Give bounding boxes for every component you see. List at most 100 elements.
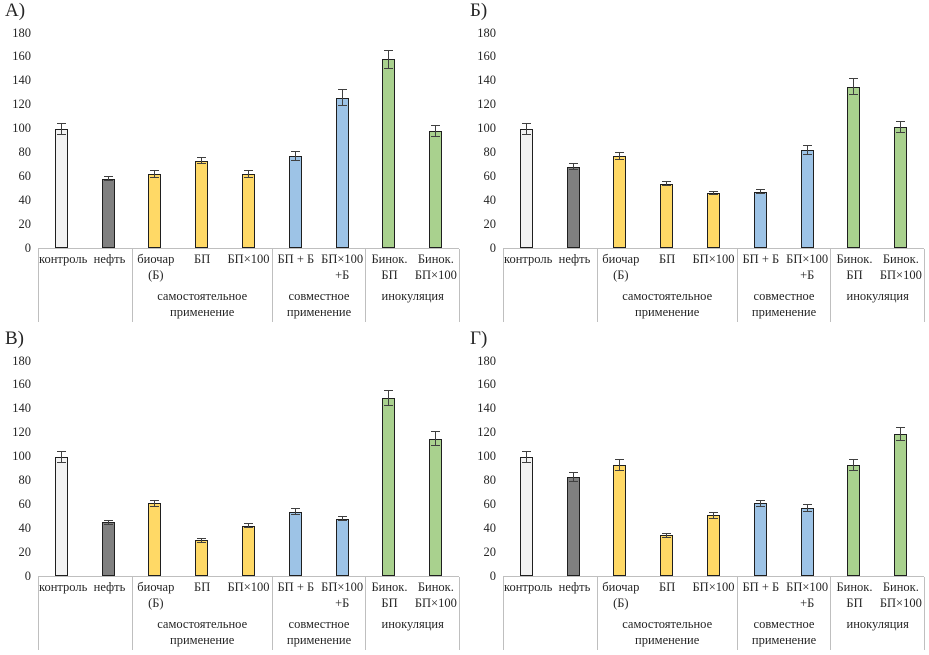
bar-контроль <box>54 128 68 248</box>
error-bar-cap <box>615 158 625 160</box>
error-bar-cap <box>709 511 718 513</box>
category-label: БП×100 +Б <box>786 580 829 610</box>
error-bar-cap <box>615 469 625 471</box>
category-group: биочар (Б) БП БП×100 самостоятельное примен… <box>596 249 737 322</box>
category-label: контроль <box>504 252 553 266</box>
bar-биочар-Б- <box>613 464 627 576</box>
error-bar-line <box>525 450 527 463</box>
group-label: инокуляция <box>846 617 909 631</box>
error-bar-cap <box>615 458 625 460</box>
bar-контроль <box>519 128 533 248</box>
group-label: самостоятельное применение <box>622 617 713 647</box>
error-bar-line <box>248 523 249 529</box>
y-tick-label: 20 <box>18 544 32 559</box>
panel-letter-g: Г) <box>470 328 488 349</box>
error-bar-cap <box>431 124 441 126</box>
y-tick-label: 20 <box>18 216 32 231</box>
error-bar-cap <box>662 536 672 538</box>
error-bar-line <box>806 504 808 512</box>
category-label: биочар (Б) <box>602 580 640 610</box>
error-bar-line <box>806 145 808 155</box>
y-tick-label: 180 <box>477 25 496 40</box>
error-bar-cap <box>103 176 113 178</box>
bar-БП×100 <box>242 525 255 576</box>
y-tick-label: 160 <box>477 377 496 392</box>
y-tick-label: 120 <box>477 97 496 112</box>
y-tick-label: 100 <box>477 449 496 464</box>
category-group: Бинок. БП Бинок. БП×100 инокуляция <box>365 577 459 650</box>
error-bar-cap <box>662 181 672 183</box>
group-label: инокуляция <box>381 289 444 303</box>
category-label: биочар (Б) <box>137 580 175 610</box>
category-group: БП + Б БП×100 +Б совместное применение <box>271 249 366 322</box>
category-label: нефть <box>93 580 126 594</box>
bar-БП-+-Б <box>753 191 767 248</box>
y-axis-2: 0 20 40 60 80 100 120 140 160 180 <box>0 328 33 588</box>
y-tick-label: 100 <box>477 121 496 136</box>
category-group: контроль нефть <box>38 249 132 322</box>
category-group: БП + Б БП×100 +Б совместное применение <box>736 577 831 650</box>
bar-БП-+-Б <box>753 503 767 576</box>
bar-контроль <box>54 456 68 576</box>
error-bar-cap <box>431 444 441 446</box>
error-bar-cap <box>431 135 441 137</box>
category-group: Бинок. БП Бинок. БП×100 инокуляция <box>830 249 924 322</box>
y-tick-label: 40 <box>483 192 497 207</box>
category-label: БП + Б <box>742 252 780 266</box>
panel-letter-b: Б) <box>470 0 488 21</box>
chart-panel-v: В) 0 20 40 60 80 100 120 140 160 180 контроль нефт… <box>0 328 465 655</box>
error-bar-cap <box>568 480 578 482</box>
bar-БП-+-Б <box>288 156 302 248</box>
y-tick-label: 120 <box>12 97 31 112</box>
error-bar-cap <box>849 458 859 460</box>
plot-area-0 <box>38 33 459 249</box>
y-tick-label: 140 <box>477 401 496 416</box>
error-bar-line <box>713 190 714 196</box>
bar-БП-+-Б <box>288 511 302 576</box>
error-bar-cap <box>56 461 66 463</box>
error-bar-cap <box>521 461 531 463</box>
category-label: БП <box>194 252 211 266</box>
panel-letter-v: В) <box>5 328 24 349</box>
y-tick-label: 160 <box>12 49 31 64</box>
category-axis-3: контроль нефть биочар (Б) БП БП×100 самостоят… <box>503 577 925 650</box>
category-label: Бинок. БП <box>836 252 873 282</box>
bar-БП <box>195 540 209 576</box>
error-bar-cap <box>384 389 394 391</box>
error-bar-line <box>388 49 390 69</box>
y-tick-label: 80 <box>483 472 497 487</box>
y-axis-0: 0 20 40 60 80 100 120 140 160 180 <box>0 0 33 260</box>
error-bar-cap <box>709 194 718 196</box>
bar-Бинок-БП <box>382 398 396 576</box>
error-bar-line <box>666 181 668 186</box>
category-label: Бинок. БП <box>371 252 408 282</box>
error-bar-line <box>619 458 621 471</box>
category-label-row: биочар (Б) БП БП×100 <box>598 577 737 617</box>
error-bar-cap <box>56 450 66 452</box>
category-label-row: биочар (Б) БП БП×100 <box>133 577 272 617</box>
error-bar-line <box>201 157 203 165</box>
bar-БП×100-+Б <box>335 518 349 576</box>
error-bar-cap <box>103 523 113 525</box>
error-bar-cap <box>384 49 394 51</box>
y-tick-label: 180 <box>12 25 31 40</box>
y-tick-label: 140 <box>12 401 31 416</box>
category-label-row: Бинок. БП Бинок. БП×100 <box>366 577 459 617</box>
error-bar-cap <box>849 94 859 96</box>
y-axis-3: 0 20 40 60 80 100 120 140 160 180 <box>465 328 498 588</box>
error-bar-cap <box>103 519 113 521</box>
y-tick-label: 40 <box>18 192 32 207</box>
error-bar-cap <box>802 153 812 155</box>
category-label-row: Бинок. БП Бинок. БП×100 <box>366 249 459 289</box>
error-bar-cap <box>896 426 906 428</box>
error-bar-line <box>666 533 668 538</box>
error-bar-line <box>900 426 902 442</box>
group-label: инокуляция <box>846 289 909 303</box>
y-tick-label: 160 <box>477 49 496 64</box>
error-bar-line <box>435 124 437 137</box>
category-group: контроль нефть <box>38 577 132 650</box>
error-bar-cap <box>103 180 113 182</box>
category-group: Бинок. БП Бинок. БП×100 инокуляция <box>365 249 459 322</box>
error-bar-cap <box>197 163 207 165</box>
